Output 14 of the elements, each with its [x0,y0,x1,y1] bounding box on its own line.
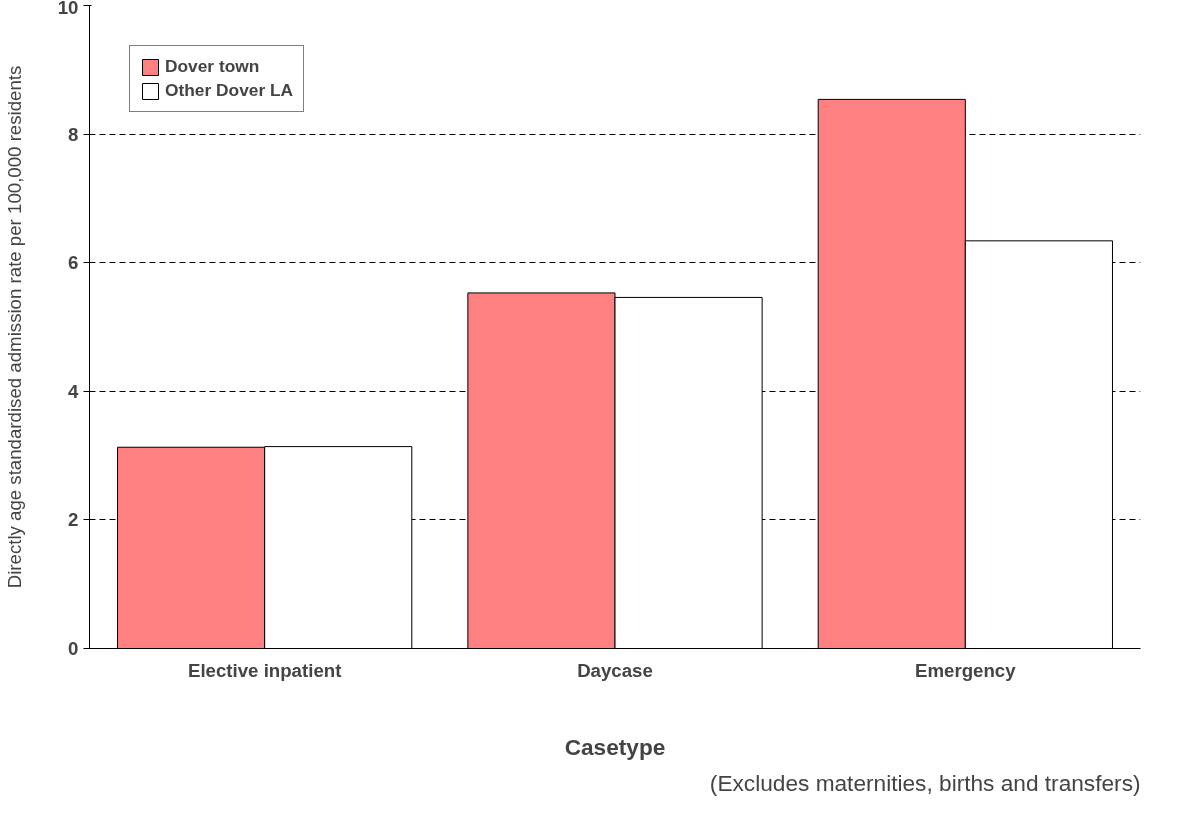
x-tick-label: Elective inpatient [187,659,342,681]
y-axis-title: Directly age standardised admission rate per 100,000 residents [3,65,25,589]
y-tick-label: 2 [68,509,79,531]
legend-label: Dover town [165,56,260,77]
x-tick-label: Daycase [577,659,653,681]
text: (Excludes maternities, births and transfers) [709,769,1141,796]
y-tick-label: 8 [68,123,79,145]
legend-label: Other Dover LA [165,80,294,101]
y-tick-label: 4 [68,380,80,402]
x-tick-label: Emergency [915,659,1017,681]
y-tick-label: 0 [68,638,79,659]
y-tick-label: 10 [57,0,79,18]
y-tick-label: 6 [68,252,79,274]
x-axis-title: Casetype [564,733,666,760]
